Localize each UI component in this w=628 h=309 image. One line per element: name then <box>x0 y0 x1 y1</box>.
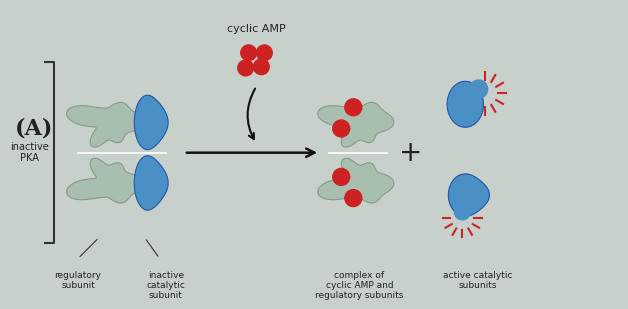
Polygon shape <box>67 158 143 203</box>
Text: +: + <box>399 139 423 167</box>
Circle shape <box>254 59 269 74</box>
Polygon shape <box>134 156 168 210</box>
Text: regulatory
subunit: regulatory subunit <box>55 271 102 290</box>
Text: active catalytic
subunits: active catalytic subunits <box>443 271 512 290</box>
Polygon shape <box>448 174 489 216</box>
Text: (A): (A) <box>14 117 53 139</box>
Polygon shape <box>134 95 168 150</box>
Polygon shape <box>67 102 143 147</box>
Circle shape <box>241 45 256 61</box>
Circle shape <box>345 190 362 206</box>
Circle shape <box>333 168 350 185</box>
Text: inactive
catalytic
subunit: inactive catalytic subunit <box>146 271 185 300</box>
Circle shape <box>345 99 362 116</box>
Circle shape <box>333 120 350 137</box>
Circle shape <box>470 80 488 98</box>
Polygon shape <box>318 102 394 147</box>
Polygon shape <box>318 158 394 203</box>
Text: cyclic AMP: cyclic AMP <box>227 23 286 34</box>
Circle shape <box>256 45 273 61</box>
Circle shape <box>238 60 254 76</box>
Text: inactive
PKA: inactive PKA <box>10 142 49 163</box>
Text: complex of
cyclic AMP and
regulatory subunits: complex of cyclic AMP and regulatory sub… <box>315 271 404 300</box>
Circle shape <box>455 204 470 220</box>
Polygon shape <box>447 81 484 127</box>
